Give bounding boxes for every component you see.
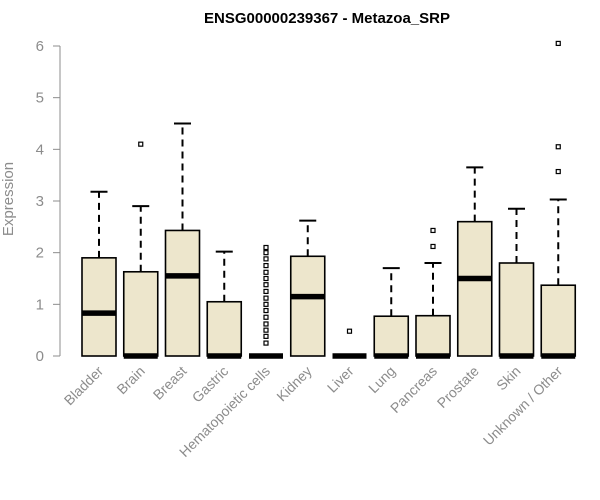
y-tick-label: 4 <box>36 141 44 158</box>
outlier-point <box>263 250 269 256</box>
outlier-point <box>263 244 269 251</box>
box-group <box>81 40 577 359</box>
outlier-point <box>263 327 269 333</box>
outlier-point <box>555 144 561 150</box>
y-tick-label: 3 <box>36 193 44 210</box>
box-rect <box>456 220 493 357</box>
box-breast <box>164 122 201 357</box>
box-lung <box>373 267 410 359</box>
outlier-point <box>263 269 269 275</box>
box-prostate <box>456 166 493 357</box>
y-axis: 0 1 2 3 4 5 6 <box>36 38 61 365</box>
outlier-point <box>138 141 144 147</box>
y-tick-label: 5 <box>36 90 44 107</box>
box-rect <box>415 314 451 357</box>
outlier-point <box>430 243 436 250</box>
y-tick-label: 6 <box>36 38 44 55</box>
box-rect <box>289 255 326 357</box>
x-tick-label: Kidney <box>273 363 315 405</box>
box-rect <box>164 229 201 357</box>
outlier-point <box>263 333 269 339</box>
outlier-point <box>263 275 269 282</box>
box-bladder <box>81 190 117 357</box>
outlier-point <box>263 301 269 307</box>
outlier-point <box>555 168 561 175</box>
box-rect <box>206 300 243 357</box>
x-tick-label: Brain <box>113 363 147 397</box>
box-rect <box>540 284 577 357</box>
x-tick-label: Liver <box>324 363 357 396</box>
outlier-point <box>263 295 269 301</box>
box-rect <box>81 257 117 357</box>
box-pancreas <box>415 227 451 359</box>
box-liver <box>332 328 367 359</box>
box-hematopoietic-cells <box>249 244 283 359</box>
outlier-point <box>263 314 269 320</box>
box-rect <box>498 262 535 357</box>
outlier-point <box>346 328 353 334</box>
box-brain <box>122 141 159 359</box>
outlier-point <box>263 262 269 269</box>
outlier-point <box>263 321 269 327</box>
x-tick-label: Skin <box>493 363 524 394</box>
y-tick-label: 0 <box>36 348 44 365</box>
outlier-point <box>555 40 561 47</box>
y-tick-label: 1 <box>36 296 44 313</box>
outlier-point <box>263 256 269 262</box>
outlier-point <box>430 227 436 234</box>
box-rect <box>122 270 159 357</box>
x-tick-label: Prostate <box>434 363 482 411</box>
box-skin <box>498 207 535 359</box>
box-rect <box>373 315 410 357</box>
y-axis-label: Expression <box>0 162 17 236</box>
outlier-point <box>263 282 269 288</box>
box-gastric <box>206 250 243 359</box>
x-tick-label: Breast <box>150 363 190 403</box>
box-unknown-other <box>540 40 577 359</box>
outlier-point <box>263 340 269 346</box>
x-tick-label: Lung <box>365 363 398 396</box>
chart-title: ENSG00000239367 - Metazoa_SRP <box>204 10 450 27</box>
box-kidney <box>289 219 326 357</box>
outlier-point <box>263 307 269 314</box>
y-tick-label: 2 <box>36 245 44 262</box>
x-tick-label: Bladder <box>61 363 107 409</box>
x-tick-label: Unknown / Other <box>480 363 566 449</box>
outlier-point <box>263 288 269 295</box>
